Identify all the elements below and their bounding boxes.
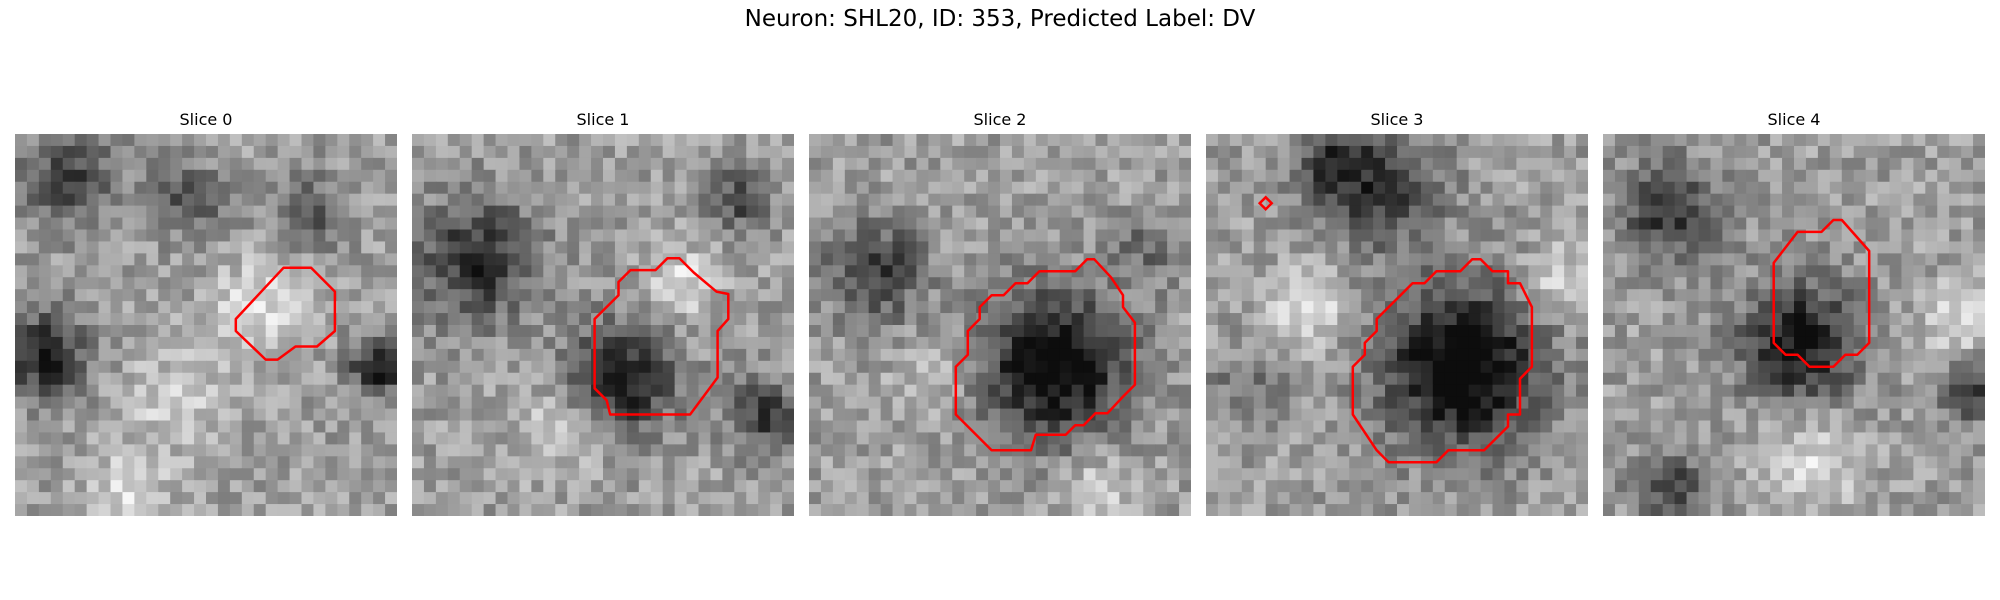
slice-panel-3: Slice 3	[1206, 108, 1588, 516]
slice-image-svg-4	[1603, 134, 1985, 516]
slice-image-0	[15, 134, 397, 516]
figure-title: Neuron: SHL20, ID: 353, Predicted Label:…	[744, 6, 1256, 32]
pixel-grid-1	[412, 134, 794, 516]
roi-contour-0	[234, 266, 337, 361]
slice-panel-0: Slice 0	[15, 108, 397, 516]
slice-image-1	[412, 134, 794, 516]
slice-image-svg-3	[1206, 134, 1588, 516]
roi-contour-small-3	[1257, 195, 1274, 211]
roi-contour-3	[1351, 258, 1534, 464]
slice-title-3: Slice 3	[1370, 110, 1424, 129]
roi-contour-4	[1772, 218, 1871, 369]
slice-image-4	[1603, 134, 1985, 516]
roi-contour-1	[593, 256, 730, 416]
slice-title-2: Slice 2	[973, 110, 1027, 129]
slice-panel-2: Slice 2	[809, 108, 1191, 516]
slice-image-3	[1206, 134, 1588, 516]
slice-title-0: Slice 0	[179, 110, 233, 129]
slice-panel-4: Slice 4	[1603, 108, 1985, 516]
slice-title-4: Slice 4	[1767, 110, 1821, 129]
slice-image-svg-2	[809, 134, 1191, 516]
slice-panel-1: Slice 1	[412, 108, 794, 516]
slice-image-2	[809, 134, 1191, 516]
slice-image-svg-0	[15, 134, 397, 516]
slice-image-svg-1	[412, 134, 794, 516]
pixel-grid-4	[1603, 134, 1985, 516]
pixel-grid-0	[15, 134, 397, 516]
roi-contour-2	[954, 258, 1137, 452]
slice-title-1: Slice 1	[576, 110, 630, 129]
